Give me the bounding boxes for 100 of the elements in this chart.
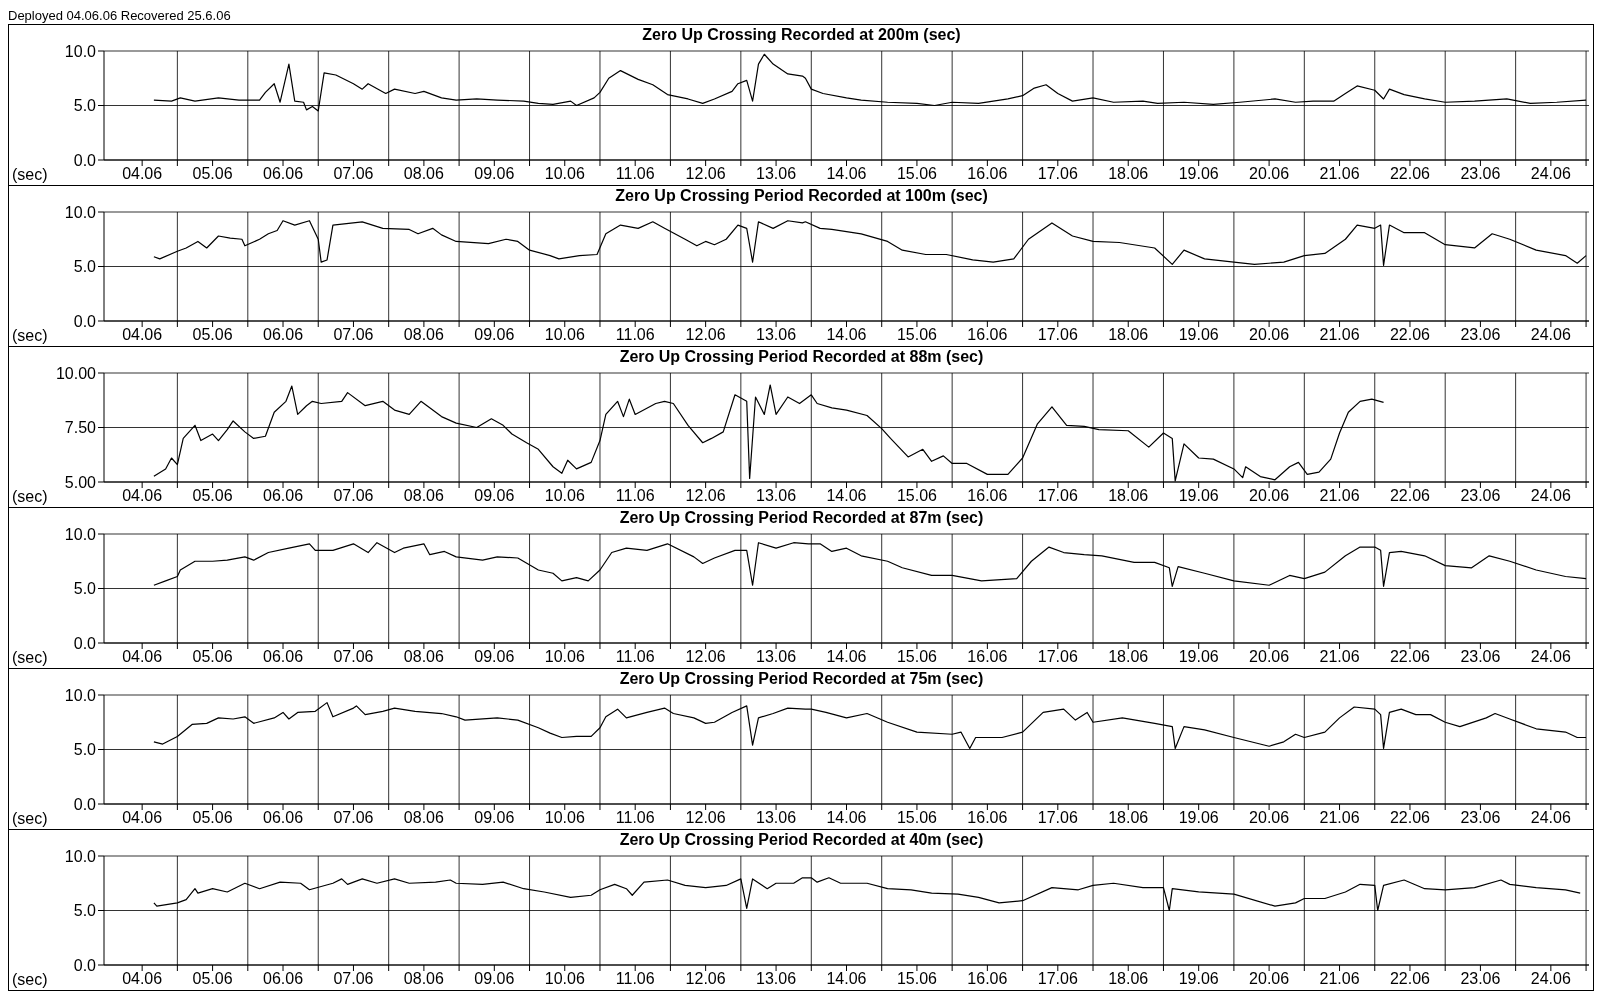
x-tick-label: 09.06 [474, 487, 515, 505]
y-axis-title: (sec) [12, 327, 48, 345]
x-tick-label: 22.06 [1389, 648, 1431, 666]
x-tick-label: 15.06 [896, 648, 938, 666]
x-tick-label: 08.06 [403, 648, 445, 666]
x-tick-label: 13.06 [756, 487, 797, 505]
x-tick-label: 16.06 [967, 165, 1008, 183]
y-tick-label: 10.0 [64, 525, 97, 543]
y-tick-label: 5.0 [73, 902, 97, 920]
y-tick-label: 5.0 [73, 258, 97, 276]
x-tick-label: 22.06 [1389, 970, 1431, 988]
x-tick-label: 04.06 [122, 970, 163, 988]
x-tick-label: 06.06 [263, 326, 304, 344]
x-tick-label: 19.06 [1178, 487, 1219, 505]
x-tick-label: 19.06 [1178, 165, 1219, 183]
x-tick-label: 06.06 [263, 487, 304, 505]
x-tick-label: 12.06 [685, 648, 726, 666]
x-tick-label: 24.06 [1530, 487, 1571, 505]
x-tick-label: 16.06 [967, 970, 1008, 988]
x-tick-label: 11.06 [615, 648, 655, 666]
x-tick-label: 05.06 [192, 487, 233, 505]
x-tick-label: 04.06 [122, 648, 163, 666]
x-tick-label: 21.06 [1319, 970, 1360, 988]
x-tick-label: 17.06 [1037, 809, 1078, 827]
x-tick-label: 20.06 [1249, 648, 1290, 666]
x-tick-label: 20.06 [1249, 487, 1290, 505]
y-tick-label: 5.0 [73, 580, 97, 598]
chart-title: Zero Up Crossing Period Recorded at 87m (sec) [618, 509, 985, 527]
y-axis-title: (sec) [12, 649, 48, 667]
x-tick-label: 12.06 [685, 970, 726, 988]
x-tick-label: 10.06 [544, 648, 585, 666]
x-tick-label: 04.06 [122, 487, 163, 505]
x-tick-label: 06.06 [263, 648, 304, 666]
x-tick-label: 07.06 [333, 487, 374, 505]
x-tick-label: 10.06 [544, 487, 585, 505]
x-tick-label: 12.06 [685, 809, 726, 827]
x-tick-label: 13.06 [756, 648, 797, 666]
x-tick-label: 10.06 [544, 970, 585, 988]
y-tick-label: 0.0 [73, 795, 97, 813]
x-tick-label: 13.06 [756, 809, 797, 827]
x-tick-label: 10.06 [544, 809, 585, 827]
x-tick-label: 12.06 [685, 487, 726, 505]
x-tick-label: 17.06 [1037, 487, 1078, 505]
x-tick-label: 16.06 [967, 648, 1008, 666]
x-tick-label: 08.06 [403, 165, 445, 183]
x-tick-label: 19.06 [1178, 648, 1219, 666]
x-tick-label: 18.06 [1108, 809, 1149, 827]
x-tick-label: 07.06 [333, 165, 374, 183]
y-tick-label: 5.0 [73, 741, 97, 759]
y-tick-label: 10.0 [64, 42, 97, 60]
x-tick-label: 09.06 [474, 648, 515, 666]
x-tick-label: 17.06 [1037, 165, 1078, 183]
x-tick-label: 17.06 [1037, 970, 1078, 988]
x-tick-label: 15.06 [896, 165, 938, 183]
x-tick-label: 04.06 [122, 326, 163, 344]
x-tick-label: 24.06 [1530, 165, 1571, 183]
x-tick-label: 16.06 [967, 809, 1008, 827]
y-tick-label: 10.0 [64, 203, 97, 221]
x-tick-label: 21.06 [1319, 326, 1360, 344]
x-tick-label: 08.06 [403, 970, 445, 988]
x-tick-label: 08.06 [403, 809, 445, 827]
y-tick-label: 5.0 [73, 97, 97, 115]
x-tick-label: 23.06 [1460, 326, 1501, 344]
x-tick-label: 19.06 [1178, 809, 1219, 827]
x-tick-label: 24.06 [1530, 648, 1571, 666]
x-tick-label: 19.06 [1178, 326, 1219, 344]
x-tick-label: 18.06 [1108, 970, 1149, 988]
y-tick-label: 7.50 [64, 419, 97, 437]
x-tick-label: 15.06 [896, 487, 938, 505]
x-tick-label: 05.06 [192, 648, 233, 666]
y-tick-label: 10.0 [64, 686, 97, 704]
x-tick-label: 14.06 [826, 809, 867, 827]
x-tick-label: 22.06 [1389, 809, 1431, 827]
x-tick-label: 24.06 [1530, 326, 1571, 344]
x-tick-label: 05.06 [192, 326, 233, 344]
chart-title: Zero Up Crossing Recorded at 200m (sec) [641, 26, 962, 44]
x-tick-label: 09.06 [474, 970, 515, 988]
x-tick-label: 20.06 [1249, 970, 1290, 988]
x-tick-label: 09.06 [474, 165, 515, 183]
x-tick-label: 10.06 [544, 165, 585, 183]
x-tick-label: 22.06 [1389, 326, 1431, 344]
x-tick-label: 11.06 [615, 165, 655, 183]
x-tick-label: 20.06 [1249, 809, 1290, 827]
x-tick-label: 13.06 [756, 326, 797, 344]
x-tick-label: 06.06 [263, 165, 304, 183]
x-tick-label: 20.06 [1249, 326, 1290, 344]
x-tick-label: 18.06 [1108, 648, 1149, 666]
x-tick-label: 21.06 [1319, 809, 1360, 827]
x-tick-label: 14.06 [826, 970, 867, 988]
x-tick-label: 18.06 [1108, 326, 1149, 344]
y-tick-label: 0.0 [73, 151, 97, 169]
x-tick-label: 23.06 [1460, 165, 1501, 183]
text: Deployed 04.06.06 Recovered 25.6.06 [8, 8, 231, 23]
x-tick-label: 15.06 [896, 809, 938, 827]
chart-title: Zero Up Crossing Period Recorded at 40m (sec) [618, 831, 985, 849]
x-tick-label: 24.06 [1530, 970, 1571, 988]
x-tick-label: 18.06 [1108, 487, 1149, 505]
y-axis-title: (sec) [12, 166, 48, 184]
x-tick-label: 09.06 [474, 809, 515, 827]
x-tick-label: 07.06 [333, 809, 374, 827]
